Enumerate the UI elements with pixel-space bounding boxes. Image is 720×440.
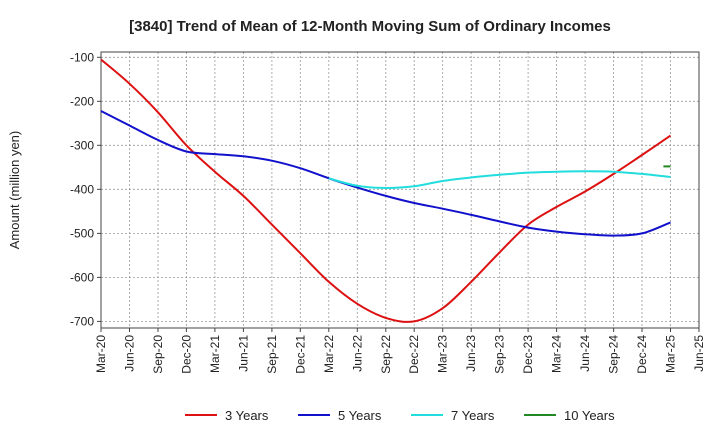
- y-tick-label: -700: [70, 314, 94, 328]
- x-tick-label: Mar-20: [94, 335, 108, 373]
- x-tick-label: Dec-22: [407, 335, 421, 374]
- x-tick-label: Dec-20: [179, 335, 193, 374]
- y-tick-label: -400: [70, 182, 94, 196]
- legend: 3 Years 5 Years 7 Years 10 Years: [185, 408, 615, 423]
- x-tick-label: Jun-25: [692, 335, 706, 372]
- x-tick-label: Sep-20: [151, 335, 165, 374]
- series-line-5-years: [100, 110, 671, 237]
- series-line-3-years: [100, 58, 672, 323]
- grid: [100, 52, 700, 328]
- x-tick-label: Mar-24: [550, 335, 564, 373]
- y-tick-label: -300: [70, 138, 94, 152]
- series-lines: [100, 58, 672, 323]
- x-axis-ticks: Mar-20 Jun-20 Sep-20 Dec-20 Mar-21 Jun-21 Sep-…: [94, 328, 706, 374]
- x-tick-label: Dec-23: [521, 335, 535, 374]
- legend-label-10-years: 10 Years: [564, 408, 615, 423]
- x-tick-label: Jun-23: [464, 335, 478, 372]
- x-tick-label: Sep-24: [607, 335, 621, 374]
- x-tick-label: Sep-23: [493, 335, 507, 374]
- x-tick-label: Sep-22: [379, 335, 393, 374]
- x-tick-label: Jun-21: [236, 335, 250, 372]
- series-line-7-years: [328, 170, 671, 190]
- x-tick-label: Mar-21: [208, 335, 222, 373]
- legend-label-5-years: 5 Years: [338, 408, 382, 423]
- x-tick-label: Mar-23: [436, 335, 450, 373]
- x-tick-label: Mar-22: [322, 335, 336, 373]
- y-axis-ticks: -100 -200 -300 -400 -500 -600 -700: [70, 50, 101, 328]
- plot-frame: [100, 51, 700, 329]
- x-tick-label: Jun-20: [123, 335, 137, 372]
- y-tick-label: -600: [70, 270, 94, 284]
- legend-label-3-years: 3 Years: [225, 408, 269, 423]
- x-tick-label: Jun-24: [578, 335, 592, 372]
- x-tick-label: Dec-21: [293, 335, 307, 374]
- x-tick-label: Jun-22: [350, 335, 364, 372]
- y-tick-label: -500: [70, 226, 94, 240]
- legend-label-7-years: 7 Years: [451, 408, 495, 423]
- x-tick-label: Sep-21: [265, 335, 279, 374]
- y-tick-label: -200: [70, 94, 94, 108]
- y-tick-label: -100: [70, 50, 94, 64]
- chart-title: [3840] Trend of Mean of 12-Month Moving …: [129, 18, 611, 35]
- y-axis-label: Amount (million yen): [7, 131, 22, 250]
- x-tick-label: Mar-25: [664, 335, 678, 373]
- x-tick-label: Dec-24: [635, 335, 649, 374]
